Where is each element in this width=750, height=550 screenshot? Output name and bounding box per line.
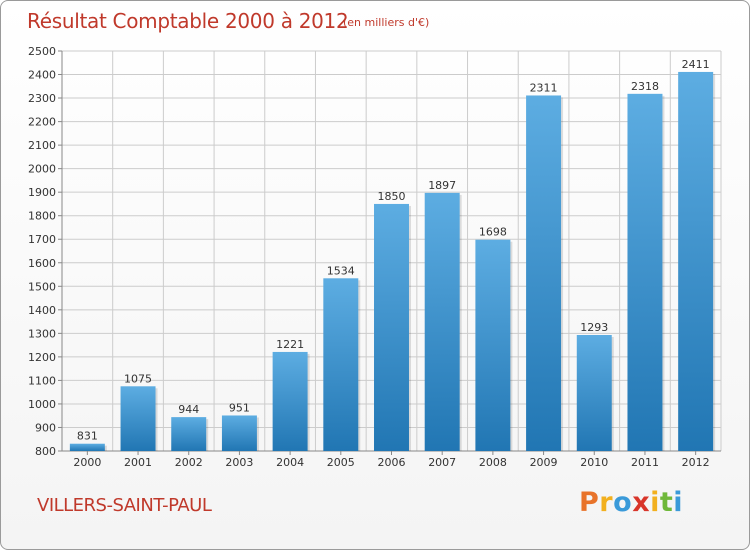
x-tick-label: 2012 — [682, 456, 710, 469]
data-label: 1075 — [124, 372, 152, 385]
commune-name: VILLERS-SAINT-PAUL — [37, 495, 212, 516]
data-label: 2311 — [530, 81, 558, 94]
data-label: 2318 — [631, 80, 659, 93]
x-tick-label: 2003 — [225, 456, 253, 469]
brand-letter: o — [613, 487, 633, 518]
x-tick-label: 2009 — [530, 456, 558, 469]
bar — [374, 203, 409, 451]
bar — [576, 335, 612, 451]
x-tick-label: 2011 — [631, 456, 659, 469]
x-tick-label: 2010 — [580, 456, 608, 469]
bar — [424, 192, 460, 451]
brand-letter: i — [650, 487, 660, 518]
y-tick-label: 1400 — [28, 304, 56, 317]
brand-letter: x — [632, 487, 651, 518]
y-tick-label: 1300 — [28, 327, 56, 340]
y-tick-label: 1900 — [28, 186, 56, 199]
y-tick-label: 1600 — [28, 257, 56, 270]
y-tick-label: 1800 — [28, 210, 56, 223]
y-tick-label: 1200 — [28, 351, 56, 364]
brand-letter: P — [579, 487, 600, 518]
x-tick-label: 2006 — [378, 456, 406, 469]
bar — [323, 278, 359, 451]
data-label: 1534 — [327, 264, 355, 277]
bar — [272, 351, 308, 451]
bars — [69, 71, 716, 452]
y-tick-label: 2100 — [28, 139, 56, 152]
y-tick-label: 900 — [35, 421, 56, 434]
brand-letter: r — [599, 487, 614, 518]
y-tick-label: 2300 — [28, 92, 56, 105]
y-tick-label: 1700 — [28, 233, 56, 246]
bar — [120, 386, 156, 451]
data-label: 831 — [77, 430, 98, 443]
bar — [221, 415, 257, 451]
brand-letter: t — [659, 487, 674, 518]
data-label: 1293 — [580, 321, 608, 334]
brand-letter: i — [673, 487, 684, 518]
data-label: 1897 — [428, 179, 456, 192]
bar — [526, 95, 562, 452]
x-tick-label: 2002 — [175, 456, 203, 469]
y-tick-label: 1500 — [28, 280, 56, 293]
data-label: 2411 — [682, 58, 710, 71]
y-tick-label: 2500 — [28, 45, 56, 58]
bar — [69, 443, 105, 451]
chart-subtitle: (en milliers d'€) — [343, 16, 430, 29]
y-tick-label: 1100 — [28, 374, 56, 387]
x-tick-label: 2008 — [479, 456, 507, 469]
bar — [627, 93, 663, 451]
x-tick-label: 2000 — [73, 456, 101, 469]
bar — [678, 71, 714, 452]
y-tick-label: 2000 — [28, 163, 56, 176]
data-label: 1221 — [276, 338, 304, 351]
y-tick-label: 1000 — [28, 398, 56, 411]
proxiti-logo: Proxiti — [579, 487, 683, 518]
chart-title: Résultat Comptable 2000 à 2012 — [27, 9, 349, 33]
data-label: 951 — [229, 401, 250, 414]
labels: 800 900 1000 1100 1200 1300 1400 1500 1600 1700 18… — [28, 45, 710, 469]
x-tick-label: 2005 — [327, 456, 355, 469]
y-tick-label: 2400 — [28, 69, 56, 82]
y-tick-label: 800 — [35, 445, 56, 458]
x-tick-label: 2004 — [276, 456, 304, 469]
x-tick-label: 2001 — [124, 456, 152, 469]
bar — [475, 239, 511, 451]
data-label: 1698 — [479, 226, 507, 239]
data-label: 1850 — [378, 190, 406, 203]
x-tick-label: 2007 — [428, 456, 456, 469]
data-label: 944 — [178, 403, 199, 416]
y-tick-label: 2200 — [28, 116, 56, 129]
bar — [171, 417, 207, 451]
